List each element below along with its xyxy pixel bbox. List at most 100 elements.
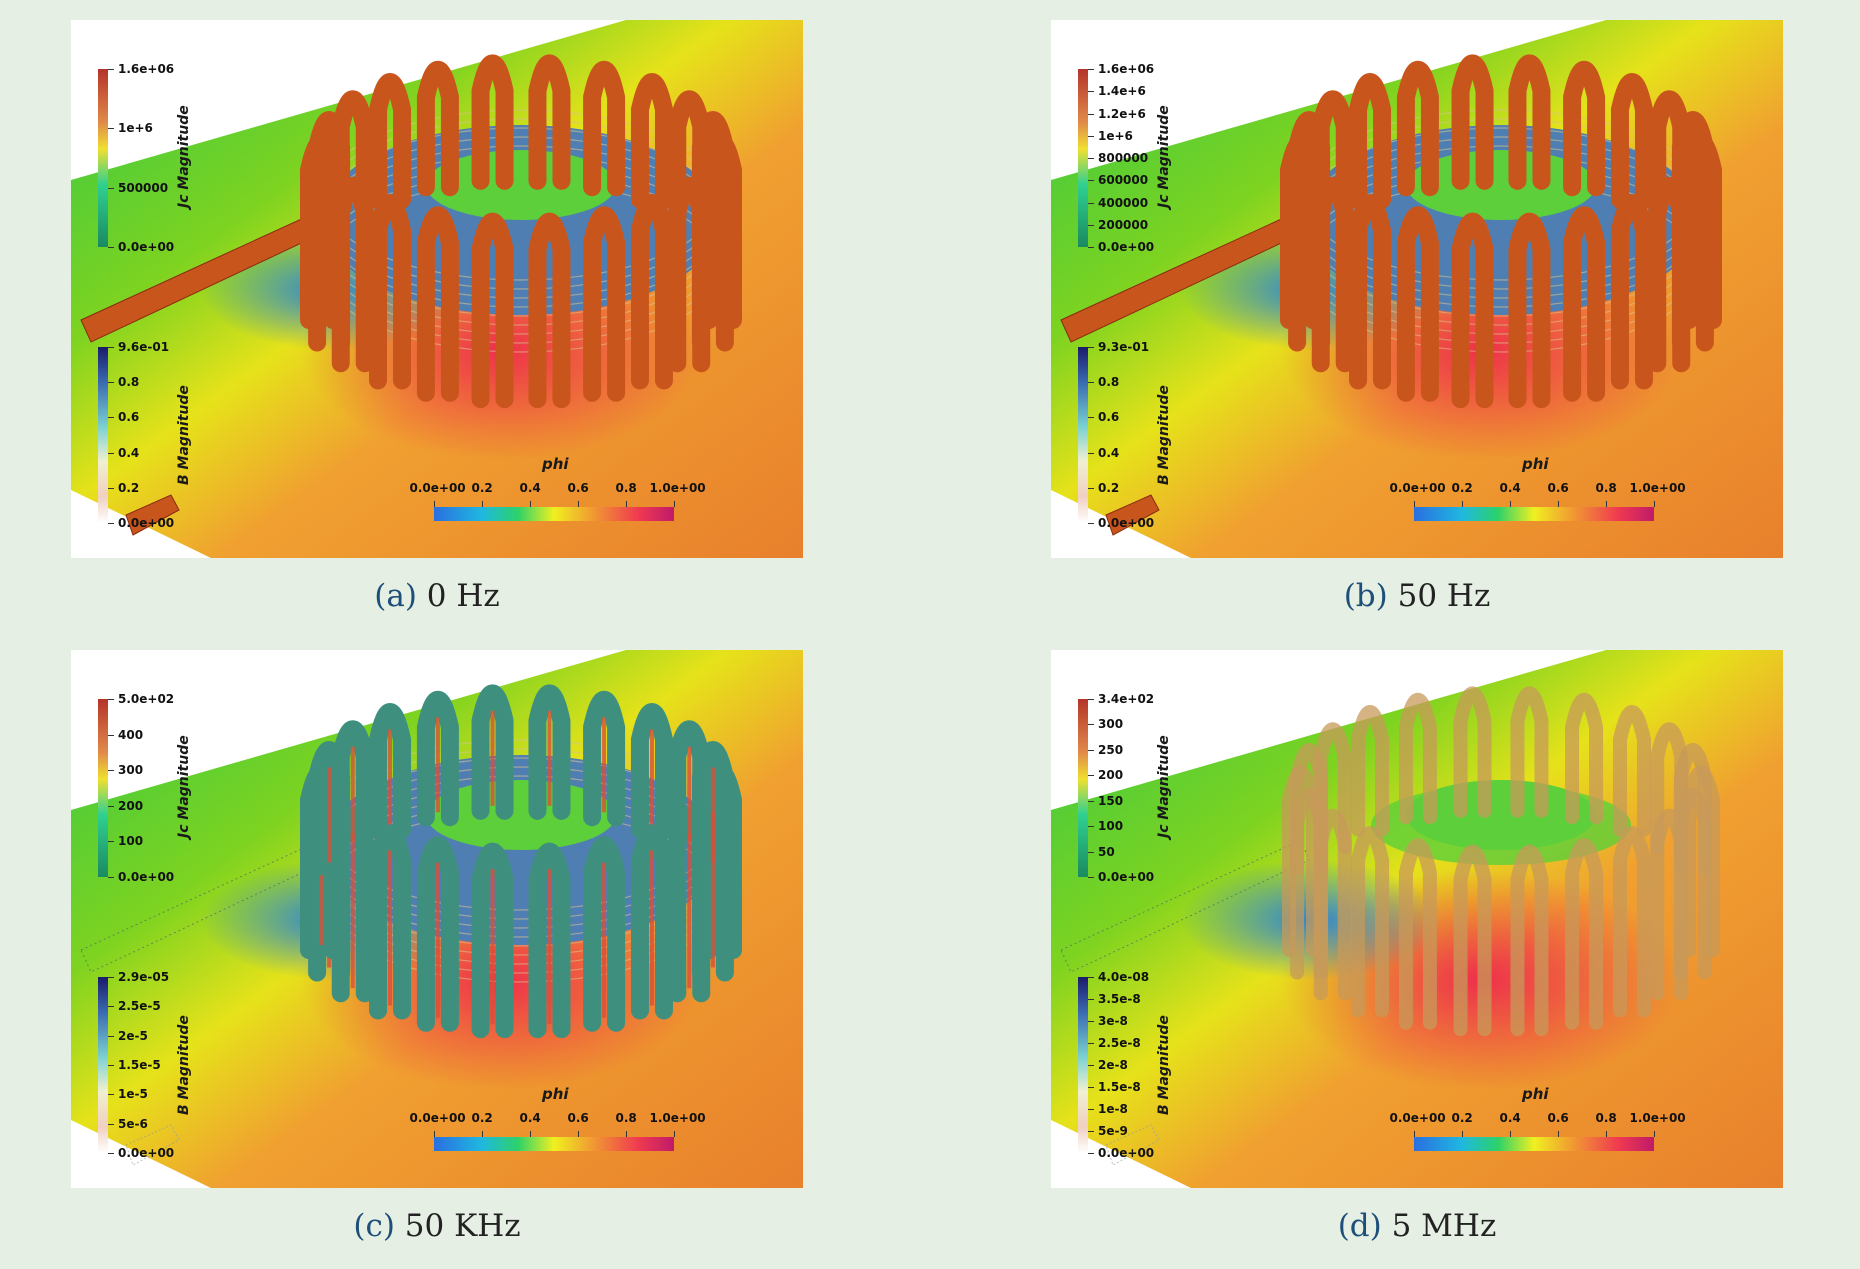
b-magnitude-tick-mark	[108, 1153, 114, 1154]
phi-tick-mark	[1510, 501, 1511, 507]
jc-tick-mark	[1088, 800, 1094, 802]
phi-tick-mark	[1510, 1131, 1511, 1137]
phi-tick-mark	[578, 1131, 579, 1137]
phi-tick-mark	[674, 1131, 675, 1137]
b-magnitude-tick-mark	[1088, 487, 1094, 489]
b-magnitude-tick-mark	[1088, 523, 1094, 524]
jc-tick-mark	[1088, 877, 1094, 878]
jc-tick-label: 200	[118, 798, 144, 813]
panel-caption-text: 50 KHz	[404, 1208, 521, 1244]
b-magnitude-tick-label: 1.5e-5	[118, 1058, 161, 1072]
jc-tick-mark	[108, 187, 114, 189]
b-magnitude-tick-mark	[108, 1094, 114, 1096]
phi-tick-label: 0.2	[1451, 481, 1473, 495]
phi-tick-label: 0.8	[615, 1111, 637, 1125]
jc-tick-label: 3.4e+02	[1098, 692, 1155, 706]
phi-tick-label: 0.6	[1547, 1111, 1569, 1125]
jc-tick-label: 150	[1098, 793, 1124, 808]
b-magnitude-tick-label: 1e-5	[118, 1087, 148, 1102]
jc-tick-mark	[108, 805, 114, 807]
figure-panel: 1.6e+06 1e+6 500000 0.0e+00 Jc Magnitude 9.6e…	[71, 20, 803, 558]
coil-windings	[1282, 686, 1720, 1037]
phi-tick-label: 0.8	[615, 481, 637, 495]
panel-caption: (d) 5 MHz	[1051, 1208, 1783, 1244]
b-magnitude-title: B Magnitude	[1156, 385, 1172, 485]
jc-tick-mark	[1088, 91, 1094, 93]
b-magnitude-tick-mark	[1088, 1065, 1094, 1066]
b-magnitude-colorbar	[98, 347, 108, 523]
b-magnitude-tick-label: 4.0e-08	[1098, 970, 1150, 984]
jc-tick-mark	[1088, 224, 1094, 226]
jc-tick-label: 200	[1098, 768, 1124, 783]
phi-colorbar	[434, 507, 674, 521]
phi-tick-label: 0.0e+00	[409, 481, 466, 495]
phi-tick-mark	[674, 501, 675, 507]
b-magnitude-tick-mark	[1088, 347, 1094, 348]
jc-tick-label: 0.0e+00	[118, 240, 175, 254]
jc-tick-label: 800000	[1098, 151, 1149, 165]
jc-title: Jc Magnitude	[176, 735, 192, 838]
jc-tick-mark	[1088, 113, 1094, 115]
b-magnitude-tick-mark	[1088, 1087, 1094, 1088]
jc-tick-label: 0.0e+00	[118, 870, 175, 884]
b-magnitude-tick-mark	[108, 487, 114, 489]
figure-panel: 5.0e+02 400 300 200 100 0.0e+00 Jc Magnitude 2.…	[71, 650, 803, 1188]
phi-tick-mark	[1606, 1131, 1607, 1137]
jc-tick-mark	[1088, 180, 1094, 182]
phi-tick-label: 1.0e+00	[649, 1111, 706, 1125]
jc-title: Jc Magnitude	[1156, 735, 1172, 838]
jc-colorbar	[98, 699, 108, 877]
phi-tick-label: 0.6	[567, 481, 589, 495]
jc-tick-label: 1.6e+06	[1098, 62, 1155, 76]
jc-tick-label: 400	[118, 727, 144, 742]
panel-sub-label: (d)	[1337, 1208, 1382, 1244]
jc-tick-label: 0.0e+00	[1098, 870, 1155, 884]
jc-tick-mark	[108, 247, 114, 248]
b-magnitude-tick-label: 0.8	[1098, 375, 1120, 390]
phi-tick-mark	[1462, 501, 1463, 507]
b-magnitude-tick-label: 0.0e+00	[118, 1146, 175, 1160]
b-magnitude-tick-mark	[108, 347, 114, 348]
b-magnitude-tick-mark	[1088, 417, 1094, 419]
jc-tick-mark	[1088, 724, 1094, 726]
lead-wire-end	[1105, 1124, 1160, 1166]
b-magnitude-tick-mark	[108, 1006, 114, 1008]
phi-colorbar-title: phi	[542, 455, 569, 473]
phi-tick-label: 0.2	[471, 481, 493, 495]
b-magnitude-tick-mark	[108, 1065, 114, 1066]
phi-tick-mark	[1414, 501, 1415, 507]
phi-tick-mark	[626, 501, 627, 507]
jc-title: Jc Magnitude	[176, 105, 192, 208]
phi-tick-mark	[1558, 501, 1559, 507]
b-magnitude-tick-label: 1.5e-8	[1098, 1080, 1141, 1094]
phi-tick-label: 1.0e+00	[649, 481, 706, 495]
b-magnitude-tick-label: 0.4	[1098, 445, 1120, 460]
jc-tick-mark	[108, 841, 114, 843]
jc-tick-label: 250	[1098, 742, 1124, 757]
b-magnitude-tick-mark	[108, 417, 114, 419]
jc-tick-label: 1e+6	[1098, 128, 1133, 143]
phi-tick-mark	[434, 1131, 435, 1137]
phi-colorbar-title: phi	[542, 1085, 569, 1103]
b-magnitude-tick-label: 2e-5	[118, 1028, 148, 1043]
jc-tick-label: 1.2e+6	[1098, 106, 1146, 121]
b-magnitude-tick-label: 9.3e-01	[1098, 340, 1150, 354]
b-magnitude-tick-label: 0.2	[118, 480, 140, 495]
jc-tick-mark	[108, 128, 114, 130]
b-magnitude-tick-label: 2.5e-5	[118, 999, 161, 1014]
b-magnitude-tick-label: 0.6	[118, 410, 140, 425]
b-magnitude-tick-label: 0.8	[118, 375, 140, 390]
jc-title: Jc Magnitude	[1156, 105, 1172, 208]
simulation-scene	[1051, 650, 1783, 1188]
phi-tick-label: 0.4	[1499, 481, 1521, 495]
panel-caption: (c) 50 KHz	[71, 1208, 803, 1244]
jc-tick-label: 400000	[1098, 195, 1149, 210]
phi-colorbar	[434, 1137, 674, 1151]
simulation-scene	[71, 20, 803, 558]
jc-tick-label: 300	[118, 763, 144, 778]
jc-tick-label: 1.4e+6	[1098, 84, 1146, 99]
jc-tick-label: 500000	[118, 180, 169, 195]
b-magnitude-colorbar	[98, 977, 108, 1153]
b-magnitude-tick-label: 9.6e-01	[118, 340, 170, 354]
phi-tick-mark	[434, 501, 435, 507]
